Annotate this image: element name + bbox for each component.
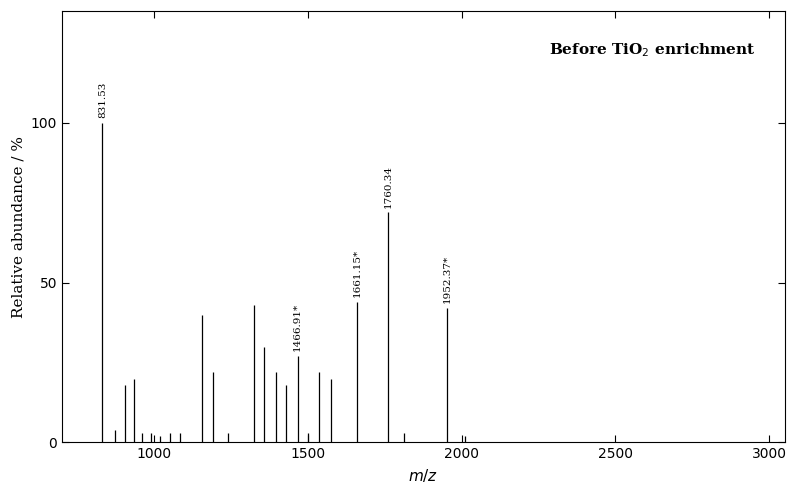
Text: 1466.91*: 1466.91* [294, 303, 302, 351]
Text: 831.53: 831.53 [98, 82, 107, 118]
Text: Before TiO$_2$ enrichment: Before TiO$_2$ enrichment [550, 41, 756, 59]
X-axis label: $m/z$: $m/z$ [408, 467, 438, 484]
Y-axis label: Relative abundance / %: Relative abundance / % [11, 136, 25, 318]
Text: 1760.34: 1760.34 [383, 165, 393, 207]
Text: 1952.37*: 1952.37* [442, 255, 451, 303]
Text: 1661.15*: 1661.15* [353, 249, 362, 297]
